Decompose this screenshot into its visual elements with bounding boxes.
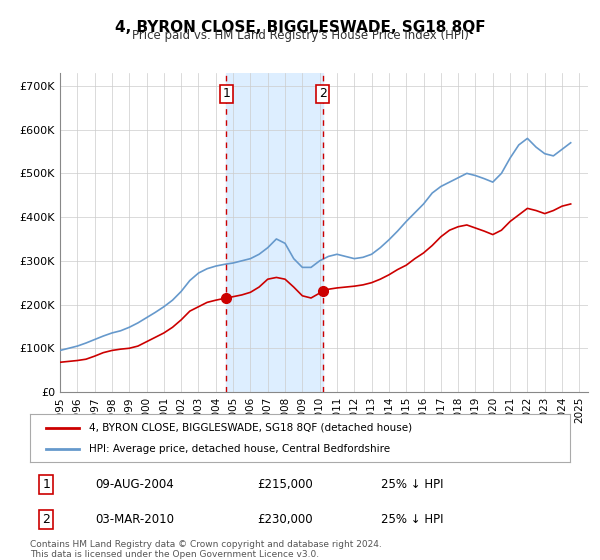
Text: 2: 2 (42, 513, 50, 526)
Text: 09-AUG-2004: 09-AUG-2004 (95, 478, 173, 491)
Text: 2: 2 (319, 87, 326, 100)
Text: 1: 1 (42, 478, 50, 491)
Text: Contains HM Land Registry data © Crown copyright and database right 2024.
This d: Contains HM Land Registry data © Crown c… (30, 540, 382, 559)
Text: 4, BYRON CLOSE, BIGGLESWADE, SG18 8QF: 4, BYRON CLOSE, BIGGLESWADE, SG18 8QF (115, 20, 485, 35)
Text: 25% ↓ HPI: 25% ↓ HPI (381, 513, 443, 526)
Text: 1: 1 (222, 87, 230, 100)
Text: £215,000: £215,000 (257, 478, 313, 491)
Text: HPI: Average price, detached house, Central Bedfordshire: HPI: Average price, detached house, Cent… (89, 444, 391, 454)
Text: 4, BYRON CLOSE, BIGGLESWADE, SG18 8QF (detached house): 4, BYRON CLOSE, BIGGLESWADE, SG18 8QF (d… (89, 423, 413, 433)
Text: Price paid vs. HM Land Registry's House Price Index (HPI): Price paid vs. HM Land Registry's House … (131, 29, 469, 42)
Text: 03-MAR-2010: 03-MAR-2010 (95, 513, 174, 526)
Text: £230,000: £230,000 (257, 513, 313, 526)
Text: 25% ↓ HPI: 25% ↓ HPI (381, 478, 443, 491)
Bar (226, 73, 323, 392)
